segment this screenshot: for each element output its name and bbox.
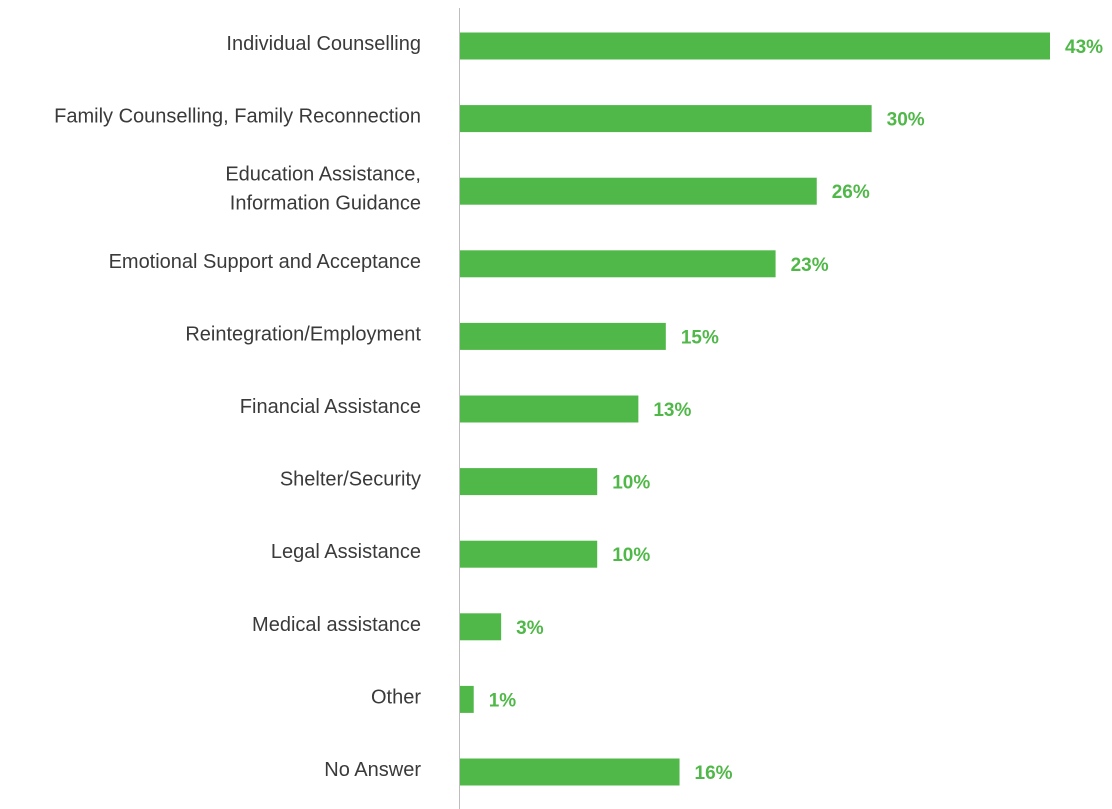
bar <box>460 177 817 205</box>
bar-value-label: 26% <box>832 182 870 203</box>
bar <box>460 685 474 713</box>
category-label-line: Medical assistance <box>252 614 421 636</box>
bar-value-label: 3% <box>516 618 544 639</box>
category-label: Education Assistance, Information Guidanc… <box>225 164 421 215</box>
bar <box>460 322 666 350</box>
category-label-line: Legal Assistance <box>271 541 421 563</box>
category-label-line: Reintegration/Employment <box>185 323 421 345</box>
category-label: Legal Assistance <box>271 541 421 563</box>
bar-value-label: 1% <box>489 690 517 711</box>
bar <box>460 250 776 278</box>
bar-value-label: 13% <box>653 400 691 421</box>
bar-value-label: 10% <box>612 545 650 566</box>
bar-value-label: 23% <box>791 255 829 276</box>
bars <box>460 32 1050 786</box>
category-label-line: Other <box>371 686 421 708</box>
bar-value-label: 43% <box>1065 37 1103 58</box>
bar <box>460 468 598 496</box>
category-label: Shelter/Security <box>280 469 421 491</box>
bar <box>460 540 598 568</box>
bar <box>460 613 502 641</box>
category-label: No Answer <box>324 759 421 781</box>
bar-value-label: 10% <box>612 473 650 494</box>
bar <box>460 32 1050 60</box>
bar-value-label: 16% <box>695 763 733 784</box>
bar <box>460 758 680 786</box>
category-label-line: Emotional Support and Acceptance <box>109 251 421 273</box>
category-label-line: No Answer <box>324 759 421 781</box>
bar <box>460 395 639 423</box>
category-label: Financial Assistance <box>240 396 421 418</box>
category-label-line: Individual Counselling <box>226 33 421 55</box>
bar-value-label: 30% <box>887 110 925 131</box>
category-label: Family Counselling, Family Reconnection <box>54 106 421 128</box>
category-label: Emotional Support and Acceptance <box>109 251 421 273</box>
category-label-line: Education Assistance, <box>225 164 421 186</box>
category-label: Other <box>371 686 421 708</box>
value-labels: 43% 30% 26% 23% 15% 13% 10% 10% 3% 1% 16% <box>489 37 1103 784</box>
category-label: Reintegration/Employment <box>185 323 421 345</box>
category-labels: Individual Counselling Family Counselling… <box>54 33 421 781</box>
category-label-line: Information Guidance <box>230 193 421 215</box>
category-label: Individual Counselling <box>226 33 421 55</box>
bar <box>460 105 872 133</box>
category-label-line: Family Counselling, Family Reconnection <box>54 106 421 128</box>
bar-value-label: 15% <box>681 327 719 348</box>
category-label-line: Shelter/Security <box>280 469 421 491</box>
category-label-line: Financial Assistance <box>240 396 421 418</box>
category-label: Medical assistance <box>252 614 421 636</box>
